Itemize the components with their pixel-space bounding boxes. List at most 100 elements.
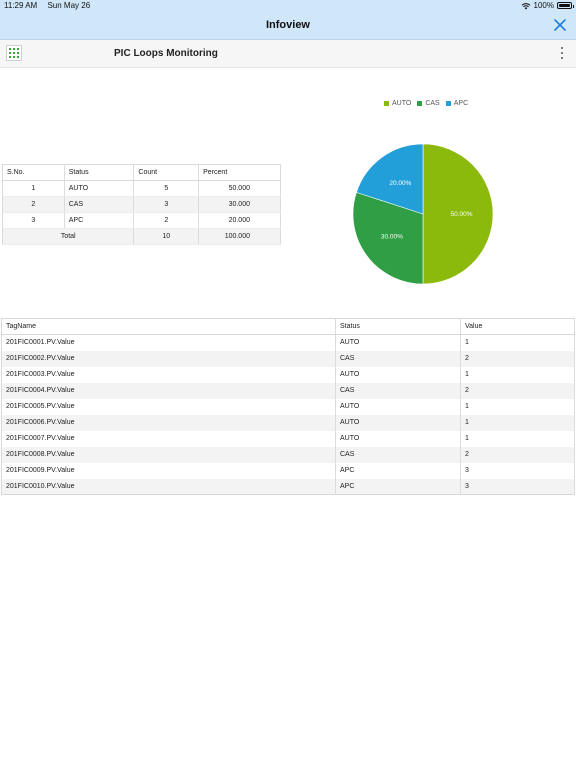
cell-count: 5 <box>133 180 200 197</box>
pie-slice-apc[interactable] <box>356 143 424 215</box>
more-vertical-icon <box>561 47 563 49</box>
close-button[interactable] <box>552 17 568 33</box>
tag-status-table: TagName Status Value 201FIC0001.PV.Value… <box>1 318 575 495</box>
cell-tagname: 201FIC0005.PV.Value <box>1 398 336 415</box>
table-row[interactable]: 201FIC0002.PV.Value CAS 2 <box>1 350 575 367</box>
legend-swatch <box>445 101 451 106</box>
cell-tagname: 201FIC0001.PV.Value <box>1 334 336 351</box>
cell-status: AUTO <box>335 430 461 447</box>
col-header-value: Value <box>460 318 575 335</box>
close-icon <box>554 19 566 31</box>
nav-bar: Infoview <box>0 12 576 40</box>
cell-value: 3 <box>460 462 575 479</box>
cell-sno: 1 <box>2 180 65 197</box>
status-date: Sun May 26 <box>47 1 91 10</box>
pie-label-apc: 20.00% <box>389 180 411 187</box>
cell-value: 3 <box>460 478 575 495</box>
pie-label-cas: 30.00% <box>381 234 403 241</box>
cell-tagname: 201FIC0006.PV.Value <box>1 414 336 431</box>
table-row[interactable]: 201FIC0006.PV.Value AUTO 1 <box>1 414 575 431</box>
cell-tagname: 201FIC0002.PV.Value <box>1 350 336 367</box>
cell-tagname: 201FIC0008.PV.Value <box>1 446 336 463</box>
cell-status: CAS <box>335 382 461 399</box>
cell-percent: 50.000 <box>198 180 281 197</box>
cell-status: CAS <box>64 196 135 213</box>
status-time: 11:29 AM <box>4 1 38 10</box>
grid-icon <box>9 48 19 58</box>
legend-item-apc[interactable]: APC <box>445 100 469 107</box>
cell-status: APC <box>64 212 135 229</box>
table-row[interactable]: 201FIC0010.PV.Value APC 3 <box>1 478 575 495</box>
cell-status: CAS <box>335 446 461 463</box>
status-summary-table: S.No. Status Count Percent 1 AUTO 5 50.0… <box>2 164 281 245</box>
legend-label: APC <box>453 100 469 107</box>
total-row: Total 10 100.000 <box>2 228 281 245</box>
table-row[interactable]: 201FIC0003.PV.Value AUTO 1 <box>1 366 575 383</box>
cell-status: APC <box>335 478 461 495</box>
cell-tagname: 201FIC0009.PV.Value <box>1 462 336 479</box>
col-header-status: Status <box>335 318 461 335</box>
status-bar: 11:29 AM Sun May 26 100% <box>0 0 576 12</box>
chart-legend: AUTO CAS APC <box>384 100 468 107</box>
legend-label: AUTO <box>392 100 412 107</box>
table-row: 2 CAS 3 30.000 <box>2 196 281 213</box>
cell-value: 2 <box>460 350 575 367</box>
cell-value: 1 <box>460 398 575 415</box>
apps-grid-button[interactable] <box>6 45 22 61</box>
page-header: PIC Loops Monitoring <box>0 40 576 68</box>
page-title: PIC Loops Monitoring <box>114 48 218 59</box>
cell-status: AUTO <box>335 366 461 383</box>
wifi-icon <box>521 2 530 9</box>
nav-title: Infoview <box>265 19 310 31</box>
cell-status: AUTO <box>335 414 461 431</box>
cell-status: AUTO <box>335 398 461 415</box>
legend-swatch <box>384 101 389 106</box>
table-row: 1 AUTO 5 50.000 <box>2 180 281 197</box>
legend-swatch <box>417 101 423 106</box>
cell-status: APC <box>335 462 461 479</box>
table-row[interactable]: 201FIC0004.PV.Value CAS 2 <box>1 382 575 399</box>
pie-svg: 50.00% 30.00% 20.00% <box>352 143 494 285</box>
cell-tagname: 201FIC0007.PV.Value <box>1 430 336 447</box>
table-row[interactable]: 201FIC0009.PV.Value APC 3 <box>1 462 575 479</box>
total-label: Total <box>2 228 135 245</box>
cell-tagname: 201FIC0003.PV.Value <box>1 366 336 383</box>
cell-value: 2 <box>460 382 575 399</box>
pie-slice-cas[interactable] <box>352 191 424 285</box>
cell-count: 2 <box>133 212 200 229</box>
cell-tagname: 201FIC0004.PV.Value <box>1 382 336 399</box>
table-row: 3 APC 2 20.000 <box>2 212 281 229</box>
total-percent: 100.000 <box>198 228 281 245</box>
legend-label: CAS <box>425 100 440 107</box>
cell-count: 3 <box>133 196 200 213</box>
cell-sno: 3 <box>2 212 65 229</box>
legend-item-cas[interactable]: CAS <box>417 100 440 107</box>
cell-percent: 30.000 <box>198 196 281 213</box>
cell-value: 1 <box>460 414 575 431</box>
col-header-status: Status <box>64 164 135 181</box>
cell-status: AUTO <box>64 180 135 197</box>
total-count: 10 <box>133 228 200 245</box>
table-row[interactable]: 201FIC0001.PV.Value AUTO 1 <box>1 334 575 351</box>
cell-percent: 20.000 <box>198 212 281 229</box>
cell-value: 2 <box>460 446 575 463</box>
col-header-tagname: TagName <box>1 318 336 335</box>
cell-status: AUTO <box>335 334 461 351</box>
legend-item-auto[interactable]: AUTO <box>384 100 411 107</box>
table-row[interactable]: 201FIC0008.PV.Value CAS 2 <box>1 446 575 463</box>
cell-value: 1 <box>460 366 575 383</box>
cell-tagname: 201FIC0010.PV.Value <box>1 478 336 495</box>
table-row[interactable]: 201FIC0005.PV.Value AUTO 1 <box>1 398 575 415</box>
more-options-button[interactable] <box>558 46 566 60</box>
col-header-percent: Percent <box>198 164 281 181</box>
cell-status: CAS <box>335 350 461 367</box>
battery-percent: 100% <box>533 1 554 10</box>
col-header-count: Count <box>133 164 200 181</box>
col-header-sno: S.No. <box>2 164 65 181</box>
battery-icon <box>557 2 574 9</box>
pie-slice-auto[interactable] <box>422 143 494 285</box>
cell-value: 1 <box>460 334 575 351</box>
cell-value: 1 <box>460 430 575 447</box>
table-row[interactable]: 201FIC0007.PV.Value AUTO 1 <box>1 430 575 447</box>
cell-sno: 2 <box>2 196 65 213</box>
